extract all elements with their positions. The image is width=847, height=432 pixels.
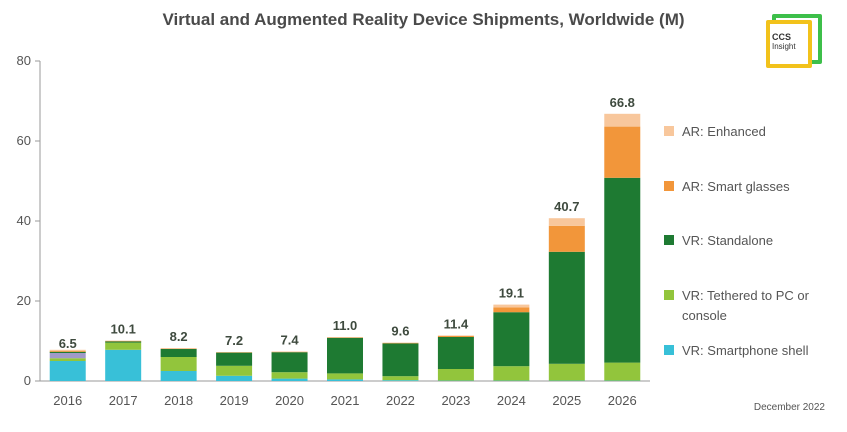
x-tick-label: 2024 (497, 393, 526, 408)
bar-segment (327, 379, 363, 381)
y-tick-label: 0 (24, 373, 31, 388)
total-data-label: 8.2 (170, 329, 188, 344)
bar-segment (437, 369, 474, 381)
bar-segment (49, 358, 86, 361)
legend-label: VR: Tethered to PC or (682, 288, 810, 303)
bar-segment (160, 349, 197, 357)
x-tick-label: 2021 (331, 393, 360, 408)
x-axis: 2016 2017 2018 2019 2020 2021 2022 2023 2024 2025… (40, 380, 650, 408)
bar-segment (493, 307, 530, 313)
bar-segment (493, 304, 530, 308)
legend-label: VR: Smartphone shell (682, 343, 809, 358)
bar-segment (271, 372, 308, 379)
bar-segment (49, 351, 86, 352)
bar-segment (382, 376, 419, 381)
bar-segment (327, 337, 363, 374)
total-data-label: 11.0 (333, 318, 358, 333)
bar-segment-extra (49, 353, 86, 359)
legend-swatch (664, 235, 674, 245)
x-tick-label: 2019 (220, 393, 249, 408)
total-data-label: 9.6 (391, 324, 409, 339)
bar-segment (548, 251, 585, 364)
total-data-label: 66.8 (610, 95, 635, 110)
bar-segment (604, 362, 641, 381)
x-tick-label: 2018 (164, 393, 193, 408)
bar-segment (437, 337, 474, 369)
bar-segment (105, 349, 142, 381)
legend-swatch (664, 345, 674, 355)
chart-title: Virtual and Augmented Reality Device Shi… (162, 10, 685, 29)
legend-swatch (664, 181, 674, 191)
bar-segment (105, 342, 142, 350)
legend-label-continued: console (682, 308, 727, 323)
total-labels: 6.5 10.1 8.2 7.2 7.4 11.0 9.6 11.4 19.1 40.7 66.8 (59, 95, 635, 351)
x-tick-label: 2020 (275, 393, 304, 408)
bar-segment (271, 352, 308, 373)
bar-segment (437, 335, 474, 337)
legend-swatch (664, 126, 674, 136)
total-data-label: 11.4 (444, 316, 469, 331)
legend-label: VR: Standalone (682, 233, 773, 248)
total-data-label: 40.7 (554, 199, 579, 214)
x-tick-label: 2023 (441, 393, 470, 408)
x-tick-label: 2022 (386, 393, 415, 408)
bar-segment (493, 366, 530, 381)
bar-segment (548, 218, 585, 226)
y-tick-label: 80 (17, 53, 31, 68)
bar-segment (160, 371, 197, 381)
y-axis: 0 20 40 60 80 (17, 53, 41, 388)
bar-segment (216, 365, 253, 376)
bar-segment (271, 378, 308, 381)
bar-segment (548, 225, 585, 252)
total-data-label: 19.1 (499, 286, 524, 301)
total-data-label: 7.2 (225, 333, 243, 348)
bar-segment (604, 177, 641, 363)
legend: AR: Enhanced AR: Smart glasses VR: Standal… (664, 124, 810, 358)
y-tick-label: 40 (17, 213, 31, 228)
bar-segment (382, 380, 419, 381)
total-data-label: 10.1 (111, 322, 136, 337)
bars (49, 113, 641, 381)
bar-segment (382, 343, 419, 377)
y-tick-label: 60 (17, 133, 31, 148)
bar-segment (160, 357, 197, 371)
bar-segment (49, 351, 86, 353)
bar-segment (604, 126, 641, 178)
x-tick-label: 2026 (608, 393, 637, 408)
footnote-date: December 2022 (753, 402, 825, 413)
bar-segment (327, 373, 363, 380)
x-tick-label: 2016 (53, 393, 82, 408)
legend-label: AR: Enhanced (682, 124, 766, 139)
bar-segment (216, 352, 253, 366)
bar-segment (548, 363, 585, 381)
legend-swatch (664, 290, 674, 300)
bar-segment (105, 341, 142, 343)
bar-segment (493, 312, 530, 367)
total-data-label: 6.5 (59, 336, 77, 351)
bar-segment (49, 349, 86, 351)
bar-segment (49, 361, 86, 381)
x-tick-label: 2017 (109, 393, 138, 408)
legend-label: AR: Smart glasses (682, 179, 790, 194)
bar-segment (604, 113, 641, 127)
x-tick-label: 2025 (552, 393, 581, 408)
ccs-insight-logo: CCS Insight (766, 14, 822, 70)
total-data-label: 7.4 (281, 332, 300, 347)
bar-segment (216, 375, 253, 381)
y-tick-label: 20 (17, 293, 31, 308)
